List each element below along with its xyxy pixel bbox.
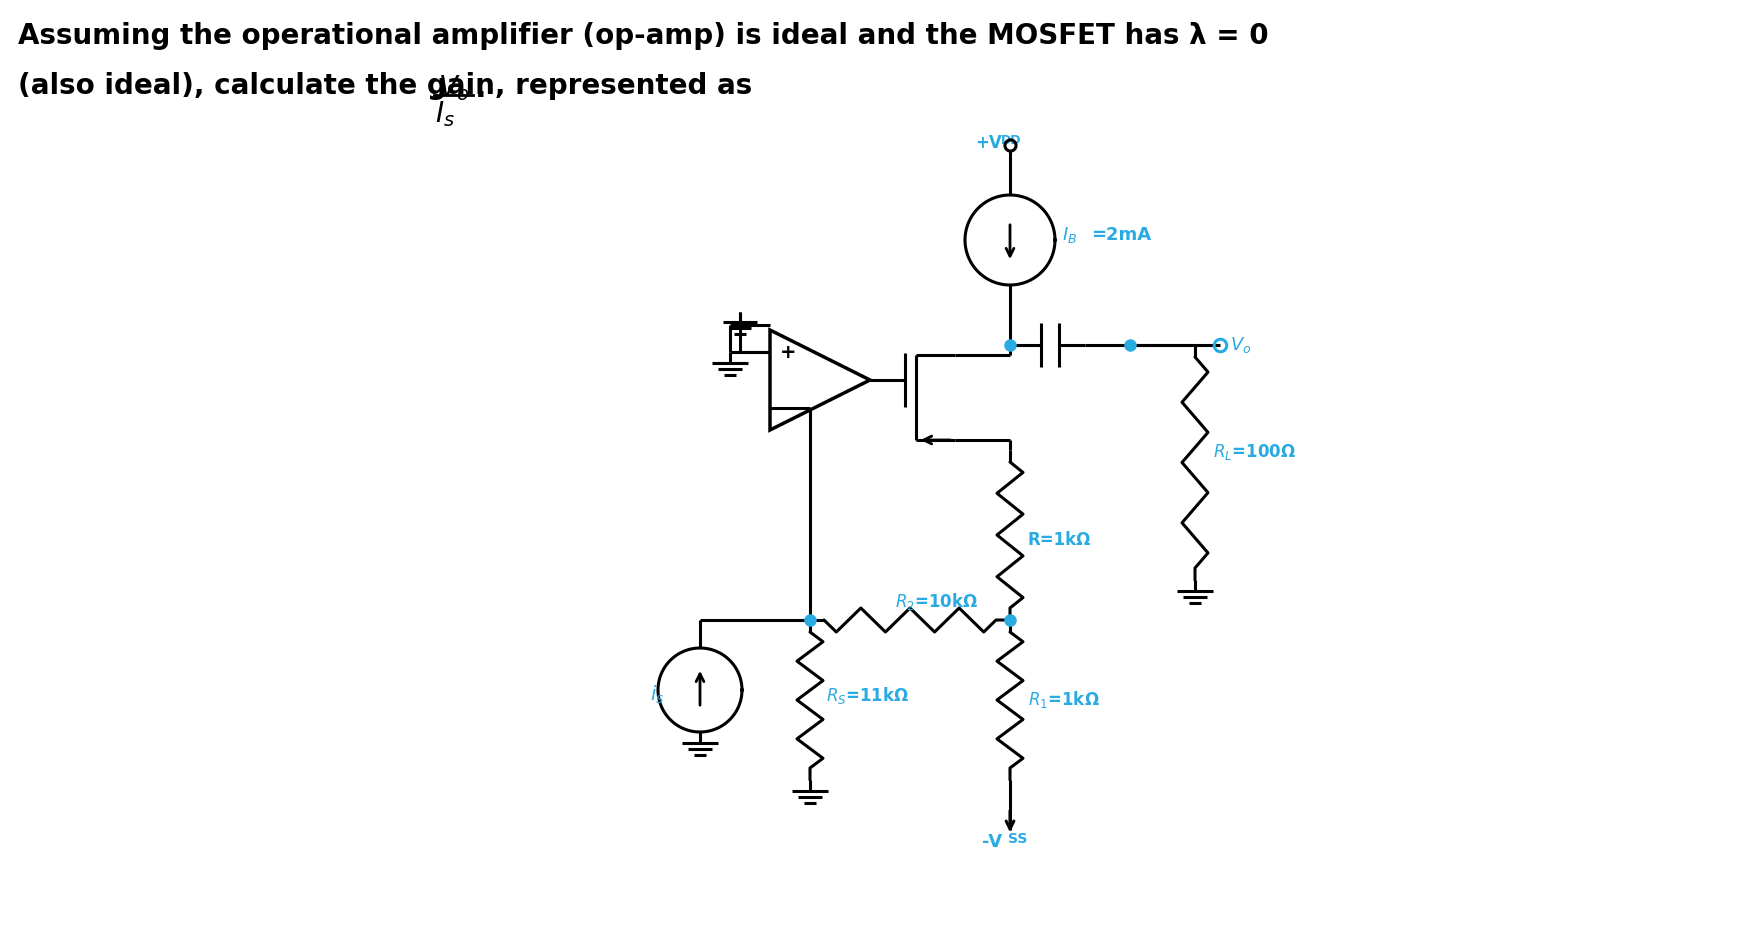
Text: $I_s$: $I_s$ — [435, 99, 456, 129]
Text: $R_1$=1kΩ: $R_1$=1kΩ — [1027, 690, 1099, 711]
Text: $I_B$: $I_B$ — [1062, 225, 1076, 245]
Text: Assuming the operational amplifier (op-amp) is ideal and the MOSFET has λ = 0: Assuming the operational amplifier (op-a… — [18, 22, 1269, 50]
Text: $R_L$=100Ω: $R_L$=100Ω — [1213, 442, 1295, 462]
Text: =2mA: =2mA — [1090, 226, 1152, 244]
Text: -V: -V — [982, 833, 1003, 851]
Text: $V_o$: $V_o$ — [1231, 335, 1252, 355]
Text: $R_2$=10kΩ: $R_2$=10kΩ — [896, 591, 978, 613]
Text: .: . — [475, 74, 487, 103]
Text: +: + — [780, 342, 796, 362]
Text: $R_S$=11kΩ: $R_S$=11kΩ — [826, 684, 910, 706]
Text: DD: DD — [1001, 133, 1022, 147]
Text: −: − — [778, 398, 798, 418]
Text: SS: SS — [1008, 832, 1027, 846]
Text: (also ideal), calculate the gain, represented as: (also ideal), calculate the gain, repres… — [18, 72, 752, 100]
Text: +V: +V — [975, 134, 1001, 152]
Text: $V_o$: $V_o$ — [438, 73, 470, 102]
Text: R=1kΩ: R=1kΩ — [1027, 531, 1092, 549]
Text: $i_s$: $i_s$ — [650, 684, 664, 706]
